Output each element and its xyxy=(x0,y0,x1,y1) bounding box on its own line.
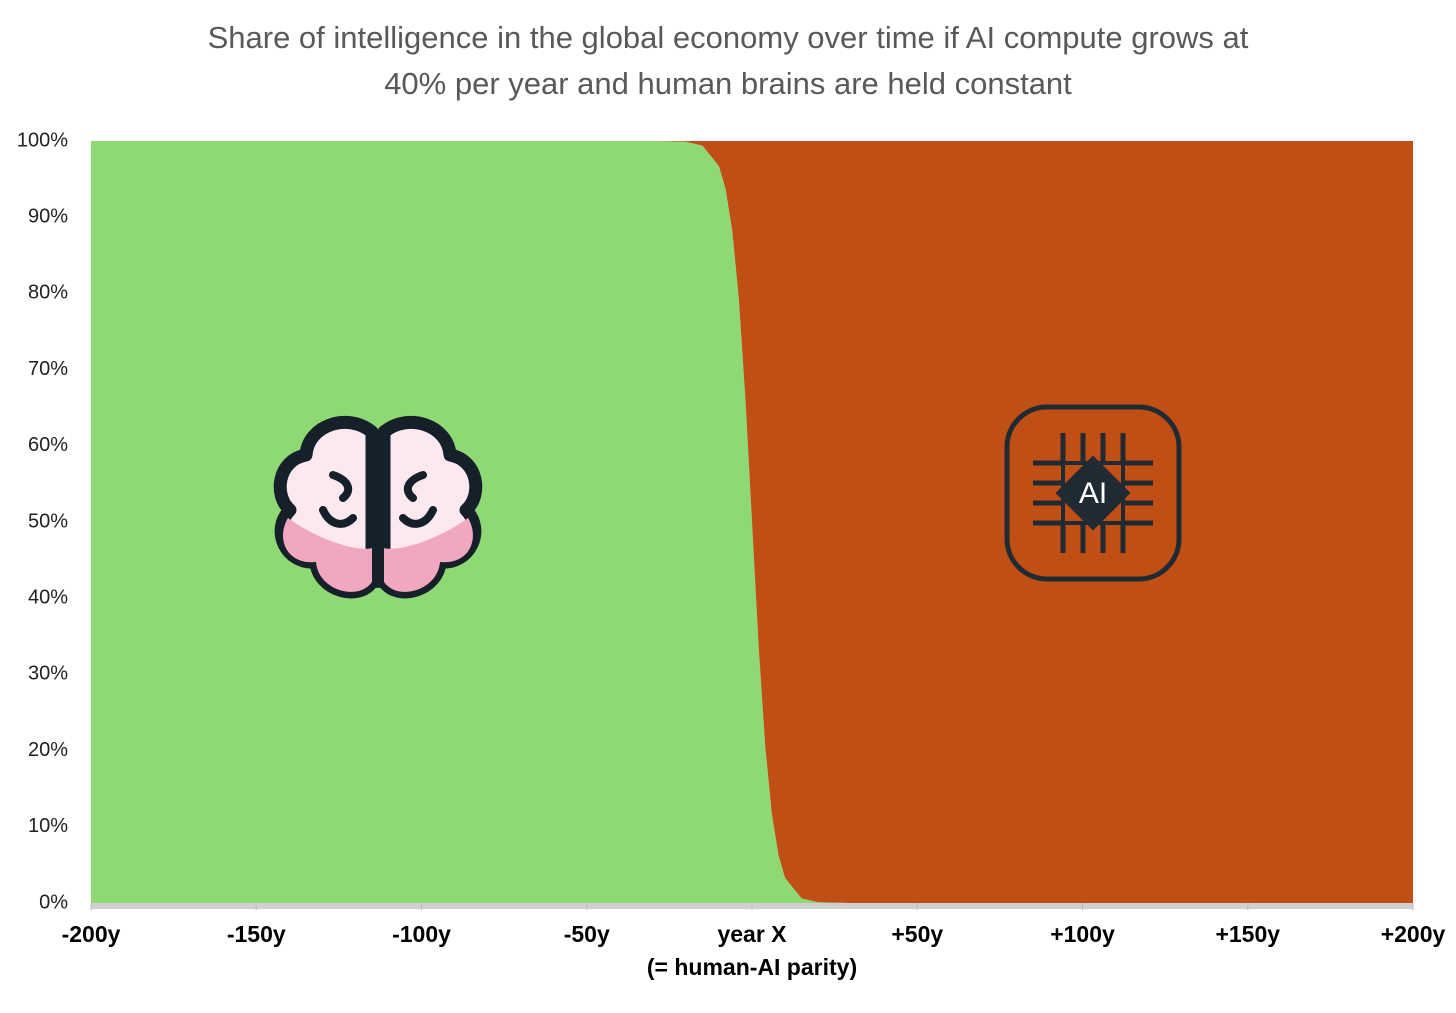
x-tick-label: +200y xyxy=(1381,921,1446,947)
x-tick-label: +100y xyxy=(1050,921,1115,947)
brain-icon xyxy=(273,416,483,599)
y-tick-label: 100% xyxy=(17,129,68,151)
icons: AI xyxy=(273,404,1182,599)
y-tick-label: 70% xyxy=(28,358,68,380)
x-tick-label: year X xyxy=(717,921,787,947)
chip-label: AI xyxy=(1079,477,1107,510)
y-tick-label: 60% xyxy=(28,434,68,456)
chart-title: Share of intelligence in the global econ… xyxy=(208,20,1249,55)
y-tick-label: 50% xyxy=(28,510,68,532)
x-tick-label: -150y xyxy=(227,921,286,947)
area xyxy=(91,141,1413,903)
y-tick-label: 30% xyxy=(28,663,68,685)
y-tick-label: 90% xyxy=(28,205,68,227)
ai-chip-icon xyxy=(1004,404,1182,582)
x-tick-label: +50y xyxy=(891,921,943,947)
x-tick-label: -50y xyxy=(564,921,610,947)
y-tick-label: 10% xyxy=(28,815,68,837)
y-tick-label: 0% xyxy=(39,891,68,913)
plot-area xyxy=(91,141,1413,903)
x-annotation: (= human-AI parity) xyxy=(647,954,857,980)
chart-title: 40% per year and human brains are held c… xyxy=(384,66,1072,101)
y-tick-label: 20% xyxy=(28,739,68,761)
y-tick-label: 40% xyxy=(28,586,68,608)
y-tick-label: 80% xyxy=(28,282,68,304)
x-tick-label: -100y xyxy=(392,921,451,947)
x-tick-label: -200y xyxy=(62,921,121,947)
x-tick-label: +150y xyxy=(1215,921,1280,947)
